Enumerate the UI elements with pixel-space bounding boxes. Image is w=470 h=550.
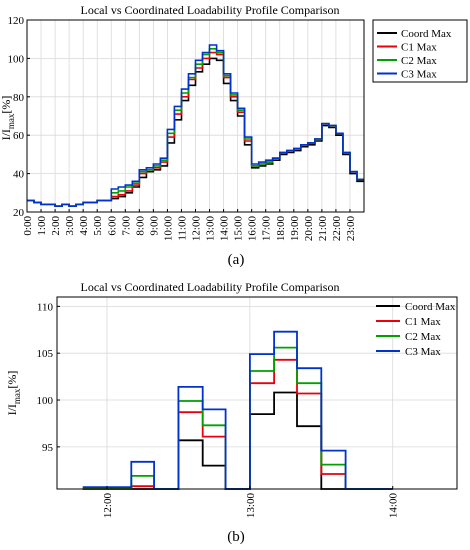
- panel-a-title: Local vs Coordinated Loadability Profile…: [81, 3, 340, 17]
- panel-b-y-axis-label: I/Imax[%]: [5, 371, 22, 416]
- panel-a-x-tick-label: 8:00: [134, 216, 146, 236]
- panel-b-x-tick-label: 13:00: [245, 493, 257, 519]
- panel-a-x-tick-label: 11:00: [176, 216, 188, 241]
- panel-a-legend-box: [372, 19, 468, 83]
- panel-b-ylabel-sub: max: [12, 388, 22, 404]
- panel-a-y-tick-label: 100: [8, 53, 25, 65]
- panel-a-x-tick-label: 10:00: [162, 216, 174, 242]
- panel-b-legend-label: C2 Max: [405, 331, 441, 343]
- panel-b-legend-label: C3 Max: [405, 346, 441, 358]
- panel-a-y-tick-label: 60: [13, 130, 25, 142]
- panel-b-caption: (b): [227, 529, 245, 545]
- panel-b-y-tick-label: 110: [37, 301, 54, 313]
- panel-b-legend: Coord Max C1 Max C2 Max C3 Max: [376, 301, 456, 358]
- panel-a-legend-label: C1 Max: [401, 42, 437, 54]
- panel-b-plot-frame: [56, 296, 458, 490]
- panel-a-caption: (a): [228, 252, 245, 268]
- panel-a-x-tick-label: 23:00: [345, 216, 357, 242]
- panel-a-x-tick-label: 5:00: [92, 216, 104, 236]
- panel-a-grid: [26, 19, 364, 213]
- panel-a-x-tick-label: 16:00: [247, 216, 259, 242]
- panel-a-ylabel-main: I/I: [0, 129, 13, 140]
- panel-a-x-tick-label: 7:00: [120, 216, 132, 236]
- panel-a-x-tick-label: 17:00: [261, 216, 273, 242]
- panel-a-x-tick-label: 1:00: [36, 216, 48, 236]
- panel-b-x-tick-label: 12:00: [102, 493, 114, 519]
- panel-b-title: Local vs Coordinated Loadability Profile…: [81, 280, 340, 294]
- panel-a-x-tick-label: 22:00: [331, 216, 343, 242]
- panel-b-x-tick-label: 14:00: [388, 493, 400, 519]
- panel-a-x-tick-label: 19:00: [289, 216, 301, 242]
- panel-a-x-tick-label: 3:00: [64, 216, 76, 236]
- panel-b-y-ticks: 95 100 105 110: [37, 301, 60, 454]
- panel-a-x-ticks: 0:00 1:00 2:00 3:00 4:00 5:00 6:00 7:00 8:00 9:00…: [22, 209, 357, 241]
- panel-a-y-ticks: 20 40 60 80 100 120: [8, 15, 30, 219]
- panel-a-series-c3-max: [27, 44, 364, 207]
- panel-a-y-tick-label: 20: [13, 207, 25, 219]
- panel-a-x-tick-label: 15:00: [233, 216, 245, 242]
- panel-a-y-axis-label: I/Imax[%]: [0, 96, 16, 141]
- panel-a-series: [27, 44, 364, 207]
- panel-b-legend-label: Coord Max: [405, 301, 456, 313]
- panel-a-legend-label: C2 Max: [401, 55, 437, 67]
- panel-a-ylabel-sub: max: [6, 113, 16, 129]
- panel-b-y-tick-label: 105: [37, 348, 54, 360]
- panel-b-plot-area: [57, 297, 457, 489]
- panel-a-x-tick-label: 9:00: [148, 216, 160, 236]
- panel-a-y-tick-label: 120: [8, 15, 25, 27]
- panel-a-x-tick-label: 14:00: [219, 216, 231, 242]
- panel-b-y-tick-label: 95: [42, 442, 54, 454]
- panel-b-ylabel-main: I/I: [5, 404, 19, 415]
- panel-a-x-tick-label: 21:00: [317, 216, 329, 242]
- panel-a-x-tick-label: 6:00: [106, 216, 118, 236]
- panel-a-legend-label: Coord Max: [401, 28, 452, 40]
- panel-a-x-tick-label: 18:00: [275, 216, 287, 242]
- panel-b-x-ticks: 12:00 13:00 14:00: [102, 486, 400, 518]
- panel-a-x-tick-label: 0:00: [22, 216, 34, 236]
- chart-panel-b: Local vs Coordinated Loadability Profile…: [5, 280, 458, 545]
- panel-a-y-tick-label: 80: [13, 92, 25, 104]
- chart-panel-a: Local vs Coordinated Loadability Profile…: [0, 3, 468, 268]
- panel-a-x-tick-label: 12:00: [191, 216, 203, 242]
- panel-a-x-tick-label: 4:00: [78, 216, 90, 236]
- panel-b-y-tick-label: 100: [37, 395, 54, 407]
- panel-a-x-tick-label: 20:00: [303, 216, 315, 242]
- panel-a-y-tick-label: 40: [13, 169, 25, 181]
- panel-b-legend-label: C1 Max: [405, 316, 441, 328]
- panel-b-ylabel-unit: [%]: [5, 371, 19, 389]
- panel-a-legend-label: C3 Max: [401, 69, 437, 81]
- panel-a-x-tick-label: 2:00: [50, 216, 62, 236]
- panel-a-x-tick-label: 13:00: [205, 216, 217, 242]
- panel-a-ylabel-unit: [%]: [0, 96, 13, 114]
